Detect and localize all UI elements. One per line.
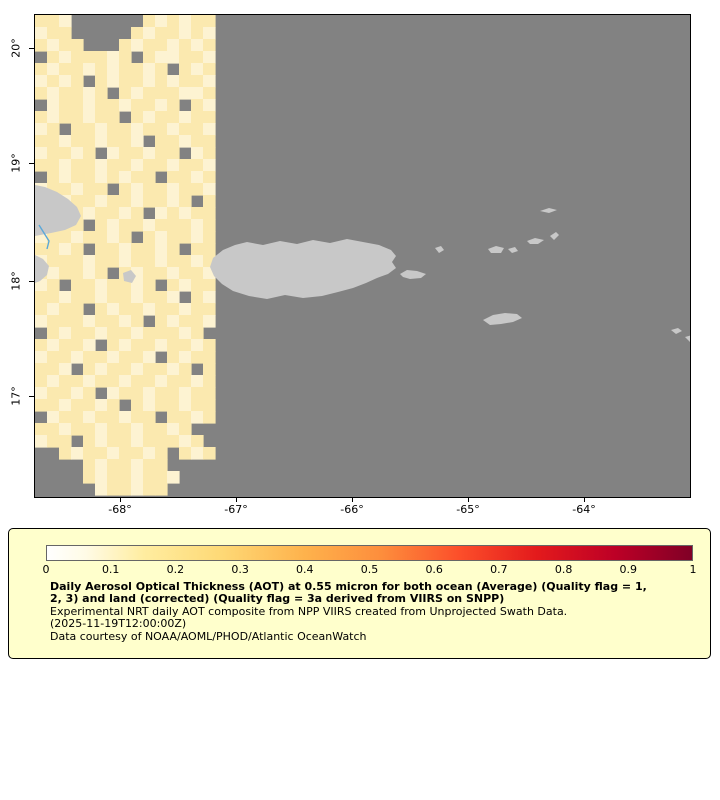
y-axis-tick — [29, 48, 34, 49]
land-st-thomas — [488, 246, 504, 253]
land-st-croix — [483, 313, 522, 325]
colorbar-tick-label: 0.9 — [619, 563, 638, 576]
x-axis-tick-label: -65° — [456, 503, 480, 516]
land-st-john — [508, 247, 518, 253]
x-axis-tick — [352, 497, 353, 502]
colorbar-tick-label: 0 — [42, 563, 50, 576]
colorbar-tick-label: 1 — [689, 563, 697, 576]
river-line — [38, 224, 50, 250]
x-axis-tick — [236, 497, 237, 502]
aot-data-pixels — [35, 15, 216, 496]
land-virgin-gorda — [550, 232, 559, 240]
colorbar-tick-label: 0.1 — [101, 563, 120, 576]
colorbar-tick-label: 0.7 — [490, 563, 508, 576]
legend-timestamp: (2025-11-19T12:00:00Z) — [50, 617, 187, 631]
x-axis-tick — [468, 497, 469, 502]
map-plot-area — [34, 14, 691, 498]
land-anegada — [540, 208, 557, 213]
land-culebra — [435, 246, 444, 253]
x-axis-tick-label: -67° — [224, 503, 248, 516]
land-st-martin — [685, 335, 690, 342]
y-axis-tick — [29, 396, 34, 397]
colorbar-tick-labels: 0 0.1 0.2 0.3 0.4 0.5 0.6 0.7 0.8 0.9 1 — [42, 563, 697, 577]
y-axis-tick-label: 19° — [9, 153, 23, 173]
land-tortola — [527, 238, 544, 244]
colorbar-gradient — [46, 545, 693, 561]
colorbar-tick-label: 0.5 — [360, 563, 379, 576]
colorbar-tick-label: 0.2 — [166, 563, 185, 576]
legend-box: 0 0.1 0.2 0.3 0.4 0.5 0.6 0.7 0.8 0.9 1 Daily Aero… — [8, 528, 711, 659]
land-mona-island — [123, 270, 136, 283]
y-axis-tick — [29, 281, 34, 282]
x-axis-tick-label: -66° — [340, 503, 364, 516]
legend-title-line-1: Daily Aerosol Optical Thickness (AOT) at… — [50, 580, 647, 593]
colorbar-tick-label: 0.3 — [231, 563, 249, 576]
land-hispaniola-samana — [35, 185, 81, 236]
land-masses — [35, 185, 690, 342]
land-puerto-rico — [210, 239, 396, 299]
land-hispaniola-southeast-tip — [35, 255, 49, 283]
colorbar-tick-label: 0.4 — [296, 563, 314, 576]
y-axis-tick-label: 17° — [9, 386, 23, 406]
x-axis-tick-label: -64° — [572, 503, 596, 516]
y-axis-tick — [29, 163, 34, 164]
x-axis-tick — [120, 497, 121, 502]
y-axis-tick-label: 20° — [9, 38, 23, 58]
land-anguilla — [671, 328, 682, 334]
x-axis-tick-label: -68° — [108, 503, 132, 516]
legend-credit-line: Data courtesy of NOAA/AOML/PHOD/Atlantic… — [50, 629, 367, 643]
legend-subtitle-line: Experimental NRT daily AOT composite fro… — [50, 604, 568, 618]
aot-map-svg — [35, 15, 690, 497]
colorbar-tick-label: 0.6 — [425, 563, 443, 576]
land-vieques — [400, 270, 426, 279]
legend-title-line-2: 2, 3) and land (corrected) (Quality flag… — [50, 592, 505, 606]
x-axis-tick — [584, 497, 585, 502]
y-axis-tick-label: 18° — [9, 271, 23, 291]
legend-text-block: Daily Aerosol Optical Thickness (AOT) at… — [50, 580, 647, 643]
colorbar-tick-label: 0.8 — [554, 563, 573, 576]
